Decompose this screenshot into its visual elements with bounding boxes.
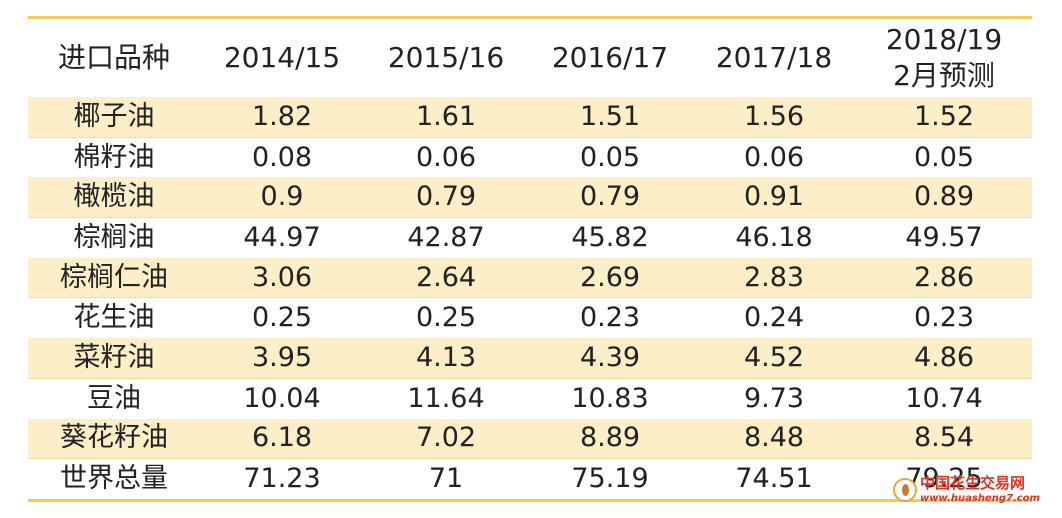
header-forecast-label: 2月预测 — [893, 59, 995, 92]
header-2014-15: 2014/15 — [223, 41, 341, 74]
table-cell: 10.83 — [571, 382, 649, 414]
watermark: 中国花生交易网 www.huasheng7.com — [893, 470, 1053, 510]
table-cell: 1.56 — [692, 97, 856, 138]
table-cell: 2.69 — [528, 257, 692, 299]
row-label: 棉籽油 — [73, 141, 155, 173]
table-cell: 0.23 — [913, 302, 975, 334]
table-cell: 7.02 — [364, 418, 528, 460]
table-cell: 0.24 — [743, 302, 805, 334]
header-variety: 进口品种 — [57, 41, 170, 74]
row-label: 椰子油 — [28, 97, 200, 138]
table-cell: 42.87 — [407, 221, 485, 253]
header-2017-18: 2017/18 — [715, 41, 833, 74]
table-cell: 71 — [428, 463, 464, 495]
table-cell: 8.89 — [528, 418, 692, 460]
row-label: 葵花籽油 — [28, 418, 200, 460]
table-cell: 8.54 — [856, 418, 1032, 460]
table-cell: 3.06 — [200, 257, 364, 299]
table-cell: 4.13 — [364, 338, 528, 379]
table-cell: 0.9 — [200, 177, 364, 219]
table-cell: 0.89 — [856, 177, 1032, 219]
table-cell: 10.74 — [905, 382, 983, 414]
row-label: 菜籽油 — [28, 338, 200, 379]
table-cell: 3.95 — [200, 338, 364, 379]
table-cell: 0.05 — [913, 141, 975, 173]
bottom-rule — [28, 498, 1032, 502]
table-cell: 1.61 — [364, 97, 528, 138]
row-label: 世界总量 — [60, 463, 168, 495]
table-row: 花生油 0.25 0.25 0.23 0.24 0.23 — [28, 298, 1032, 338]
row-label: 花生油 — [73, 302, 155, 334]
header-row: 进口品种 2014/15 2015/16 2016/17 2017/18 201… — [28, 19, 1032, 97]
table-row: 豆油 10.04 11.64 10.83 9.73 10.74 — [28, 378, 1032, 418]
table-row: 棕榈仁油 3.06 2.64 2.69 2.83 2.86 — [28, 257, 1032, 299]
table-cell: 0.25 — [251, 302, 313, 334]
header-2016-17: 2016/17 — [551, 41, 669, 74]
table-cell: 8.48 — [692, 418, 856, 460]
table-cell: 49.57 — [905, 221, 983, 253]
header-2015-16: 2015/16 — [387, 41, 505, 74]
table-cell: 0.05 — [579, 141, 641, 173]
table-cell: 6.18 — [200, 418, 364, 460]
table-cell: 0.25 — [415, 302, 477, 334]
top-rule — [28, 16, 1032, 19]
row-label: 棕榈油 — [73, 221, 155, 253]
watermark-title: 中国花生交易网 — [920, 474, 1026, 492]
table-row: 棕榈油 44.97 42.87 45.82 46.18 49.57 — [28, 218, 1032, 258]
table-cell: 74.51 — [735, 463, 813, 495]
peanut-logo-icon — [893, 478, 917, 502]
table-cell: 44.97 — [243, 221, 321, 253]
table-row: 葵花籽油 6.18 7.02 8.89 8.48 8.54 — [28, 418, 1032, 460]
table-cell: 0.79 — [528, 177, 692, 219]
table-row-total: 世界总量 71.23 71 75.19 74.51 79.25 — [28, 459, 1032, 499]
table-row: 棉籽油 0.08 0.06 0.05 0.06 0.05 — [28, 137, 1032, 177]
table-cell: 0.06 — [743, 141, 805, 173]
table-cell: 2.64 — [364, 257, 528, 299]
table-cell: 1.52 — [856, 97, 1032, 138]
table-cell: 0.91 — [692, 177, 856, 219]
table-cell: 1.51 — [528, 97, 692, 138]
data-table-container: 进口品种 2014/15 2015/16 2016/17 2017/18 201… — [28, 16, 1032, 502]
table-cell: 2.83 — [692, 257, 856, 299]
table-row: 椰子油 1.82 1.61 1.51 1.56 1.52 — [28, 97, 1032, 138]
table-cell: 11.64 — [407, 382, 485, 414]
watermark-url: www.huasheng7.com — [920, 493, 1040, 504]
row-label: 豆油 — [87, 382, 141, 414]
table-cell: 9.73 — [743, 382, 805, 414]
row-label: 橄榄油 — [28, 177, 200, 219]
table-cell: 4.52 — [692, 338, 856, 379]
table-cell: 0.23 — [579, 302, 641, 334]
table-cell: 2.86 — [856, 257, 1032, 299]
row-label: 棕榈仁油 — [28, 257, 200, 299]
import-volume-table: 进口品种 2014/15 2015/16 2016/17 2017/18 201… — [28, 19, 1032, 499]
table-cell: 4.86 — [856, 338, 1032, 379]
table-cell: 0.08 — [251, 141, 313, 173]
table-cell: 0.79 — [364, 177, 528, 219]
table-cell: 75.19 — [571, 463, 649, 495]
header-2018-19-forecast: 2018/19 2月预测 — [856, 19, 1032, 97]
table-cell: 1.82 — [200, 97, 364, 138]
table-cell: 4.39 — [528, 338, 692, 379]
table-row: 橄榄油 0.9 0.79 0.79 0.91 0.89 — [28, 177, 1032, 219]
header-2018-19-year: 2018/19 — [885, 23, 1003, 56]
table-cell: 79.25 — [905, 463, 983, 495]
table-cell: 46.18 — [735, 221, 813, 253]
table-cell: 45.82 — [571, 221, 649, 253]
table-cell: 71.23 — [243, 463, 321, 495]
table-cell: 10.04 — [243, 382, 321, 414]
table-row: 菜籽油 3.95 4.13 4.39 4.52 4.86 — [28, 338, 1032, 379]
table-cell: 0.06 — [415, 141, 477, 173]
